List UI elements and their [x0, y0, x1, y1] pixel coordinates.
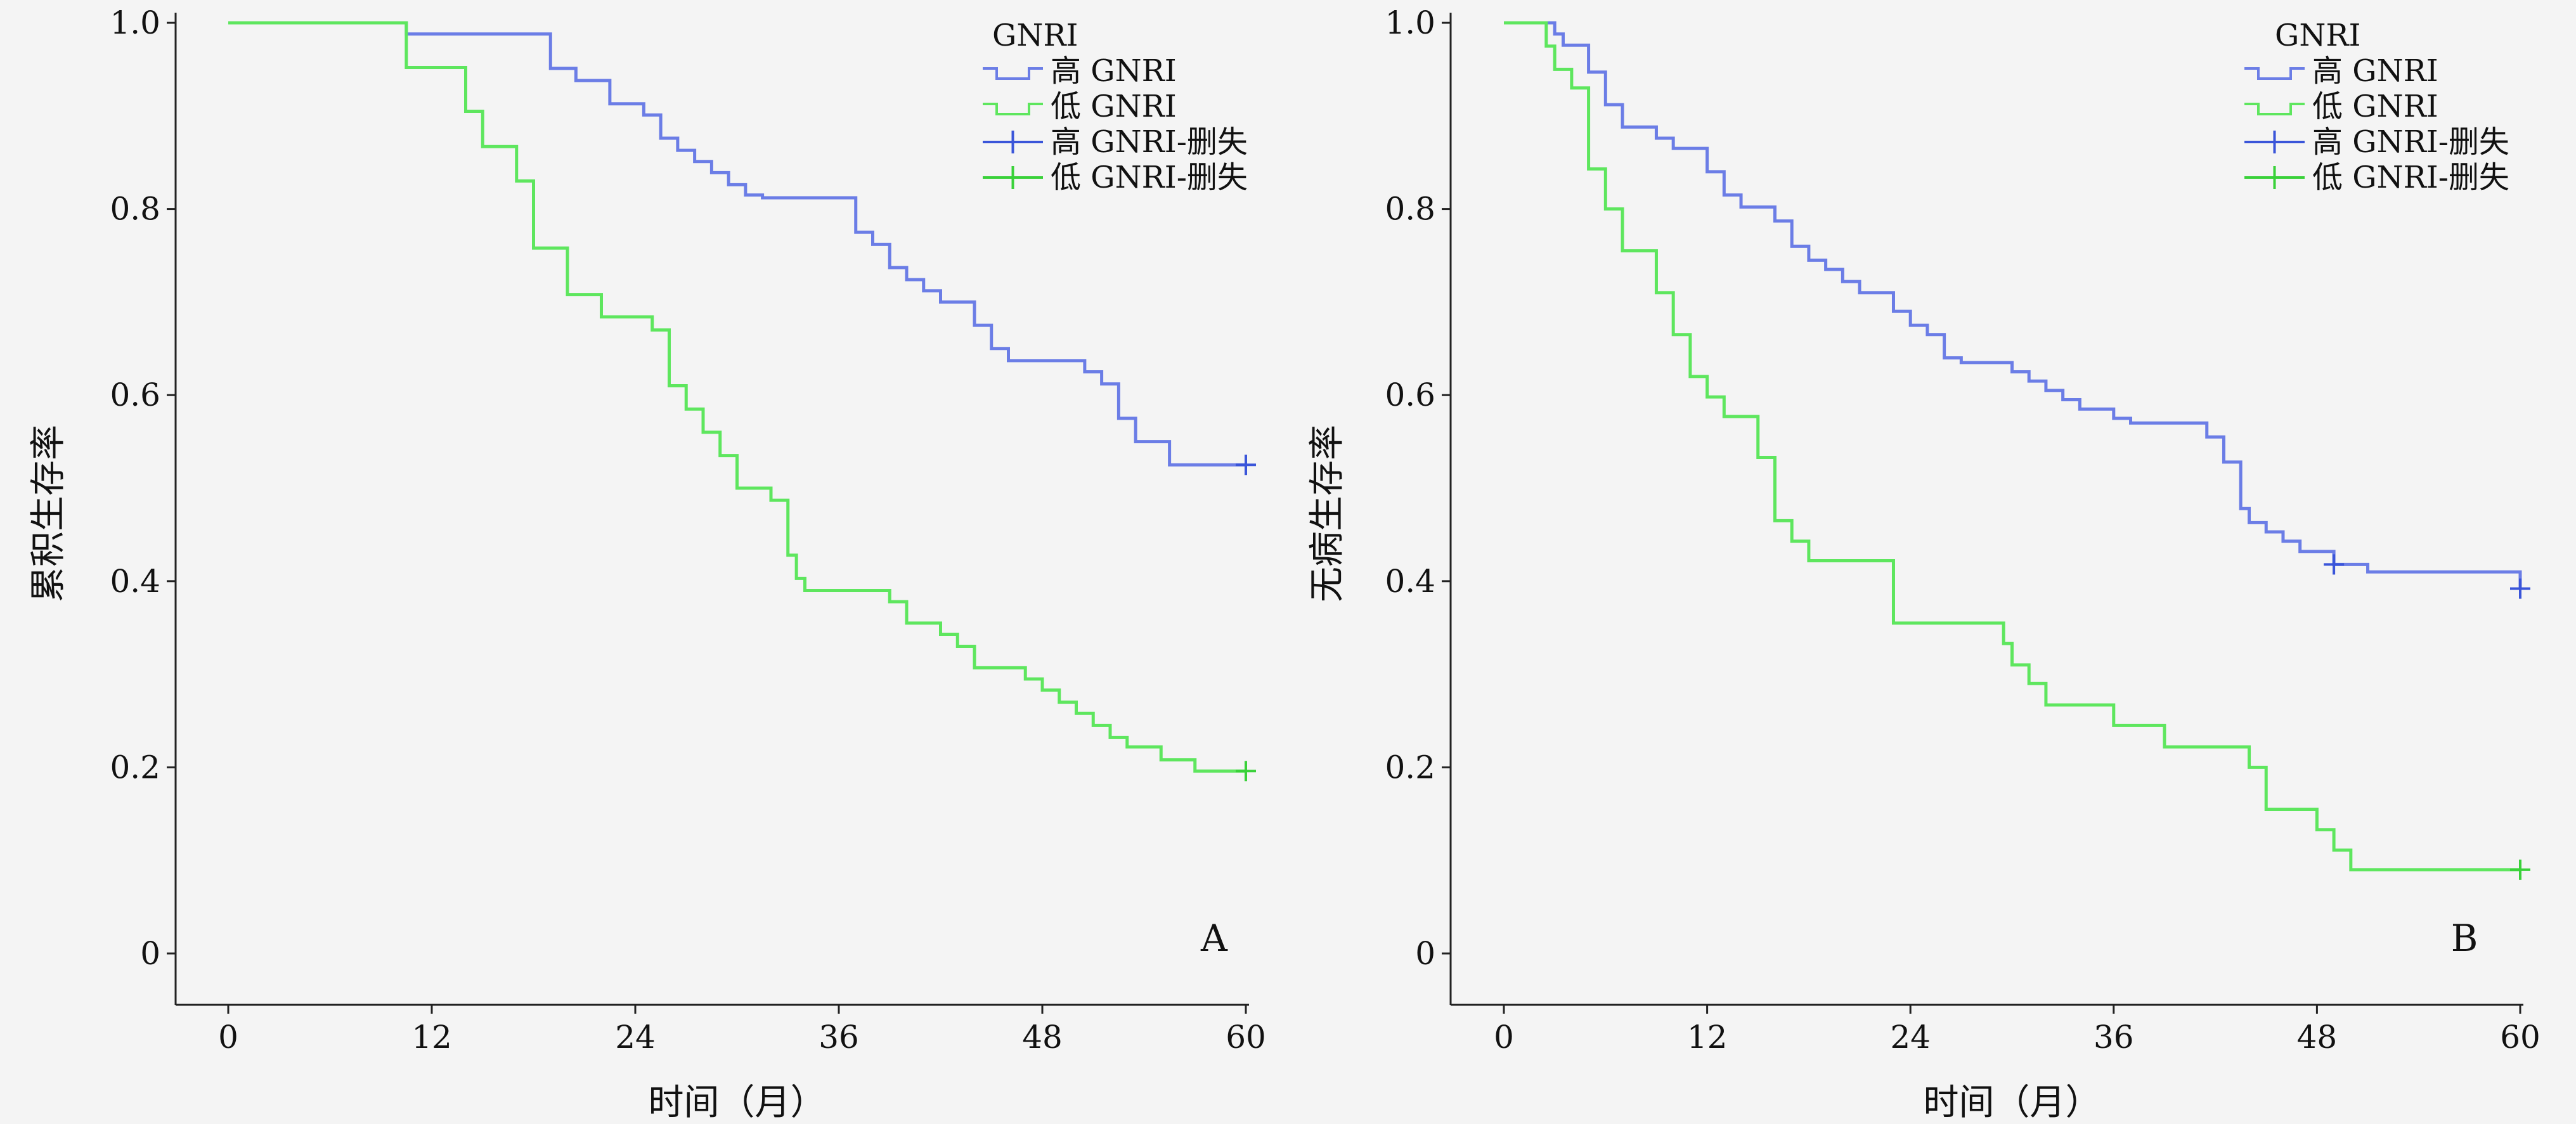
- legend-label: 高 GNRI: [1051, 53, 1177, 89]
- panel-a: 0 0.2 0.4 0.6 0.8 1.0 0 12 24 36 48 60 时间（月） 累积生存率 A GN…: [28, 4, 1266, 1123]
- series-line-low-gnri: [228, 21, 1246, 773]
- x-tick-label: 60: [1226, 1019, 1266, 1056]
- censor-mark-high-gnri: [1236, 455, 1256, 475]
- x-tick-label: 12: [1687, 1019, 1728, 1056]
- legend-label: 低 GNRI: [2312, 89, 2438, 124]
- x-tick-label: 24: [1890, 1019, 1931, 1056]
- y-tick-label: 0.6: [110, 377, 160, 413]
- y-tick-label: 0.2: [110, 749, 160, 785]
- y-tick-label: 0.4: [1385, 563, 1435, 600]
- panel-label: A: [1200, 917, 1228, 960]
- x-axis-title: 时间（月）: [1924, 1082, 2101, 1123]
- series-line-high-gnri: [228, 21, 1246, 467]
- x-tick-label: 12: [411, 1019, 452, 1056]
- y-tick-label: 1.0: [110, 4, 160, 41]
- x-axis-title: 时间（月）: [649, 1082, 826, 1123]
- legend-swatch-step: [983, 103, 1043, 115]
- x-tick-label: 48: [1022, 1019, 1063, 1056]
- x-tick-label: 36: [2094, 1019, 2134, 1056]
- y-tick-label: 0.2: [1385, 749, 1435, 785]
- legend-label: 高 GNRI-删失: [2312, 124, 2509, 160]
- x-tick-label: 0: [1494, 1019, 1514, 1056]
- legend-label: 低 GNRI: [1051, 89, 1177, 124]
- x-tick-label: 48: [2297, 1019, 2338, 1056]
- x-tick-label: 36: [819, 1019, 859, 1056]
- series-line-low-gnri: [1504, 21, 2520, 872]
- legend-title: GNRI: [2275, 18, 2360, 53]
- y-axis-title: 累积生存率: [28, 425, 69, 602]
- legend-label: 低 GNRI-删失: [2312, 160, 2509, 195]
- y-tick-label: 0: [1415, 935, 1435, 972]
- legend-label: 高 GNRI-删失: [1051, 124, 1248, 160]
- legend-swatch-step: [2244, 103, 2305, 115]
- panel-b: 0 0.2 0.4 0.6 0.8 1.0 0 12 24 36 48 60 时间（月） 无病生存率 B GN…: [1307, 4, 2540, 1123]
- censor-mark-high-gnri: [2510, 578, 2530, 599]
- x-tick-label: 0: [218, 1019, 238, 1056]
- y-tick-label: 0.4: [110, 563, 160, 600]
- y-axis-title: 无病生存率: [1307, 425, 1348, 602]
- legend-title: GNRI: [992, 18, 1078, 53]
- censor-mark-high-gnri: [2324, 554, 2345, 575]
- censor-mark-low-gnri: [1236, 761, 1256, 782]
- legend-label: 低 GNRI-删失: [1051, 160, 1248, 195]
- y-tick-label: 0.6: [1385, 377, 1435, 413]
- censor-mark-low-gnri: [2510, 859, 2530, 880]
- y-tick-label: 0: [140, 935, 160, 972]
- y-tick-label: 0.8: [1385, 191, 1435, 228]
- legend-label: 高 GNRI: [2312, 53, 2438, 89]
- legend-swatch-step: [983, 67, 1043, 80]
- legend-swatch-step: [2244, 67, 2305, 80]
- series-line-high-gnri: [1504, 21, 2522, 589]
- y-tick-label: 0.8: [110, 191, 160, 228]
- x-tick-label: 60: [2500, 1019, 2540, 1056]
- y-tick-label: 1.0: [1385, 4, 1435, 41]
- panel-label: B: [2451, 917, 2478, 960]
- x-tick-label: 24: [615, 1019, 656, 1056]
